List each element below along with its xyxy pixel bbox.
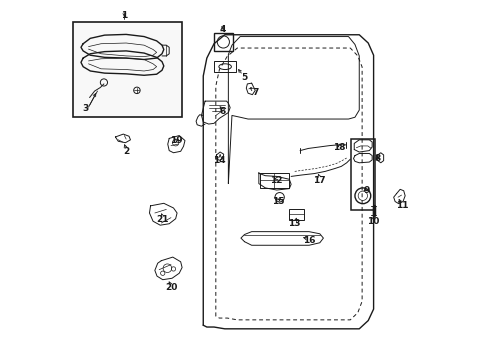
Bar [73,22,182,117]
Text: 6: 6 [220,107,225,116]
Bar [214,61,236,72]
Text: 17: 17 [313,176,325,185]
Text: 8: 8 [373,154,380,163]
Bar [259,173,288,188]
Text: 4: 4 [219,25,226,34]
Text: 20: 20 [164,283,177,292]
Bar [350,139,374,211]
Text: 21: 21 [156,215,168,224]
Text: 15: 15 [272,197,284,206]
Text: 13: 13 [288,219,300,228]
Bar [214,33,232,51]
Text: 7: 7 [251,87,258,96]
Text: 9: 9 [363,186,369,195]
Bar [288,209,304,220]
Text: 3: 3 [82,104,89,113]
Text: 5: 5 [241,73,247,82]
Text: 16: 16 [302,237,315,246]
Text: 2: 2 [123,147,129,156]
Text: 19: 19 [170,136,183,145]
Text: 18: 18 [333,143,345,152]
Text: 12: 12 [270,176,283,185]
Text: 11: 11 [395,201,407,210]
Text: 14: 14 [213,156,225,165]
Text: 1: 1 [121,10,127,19]
Text: 10: 10 [366,217,379,226]
